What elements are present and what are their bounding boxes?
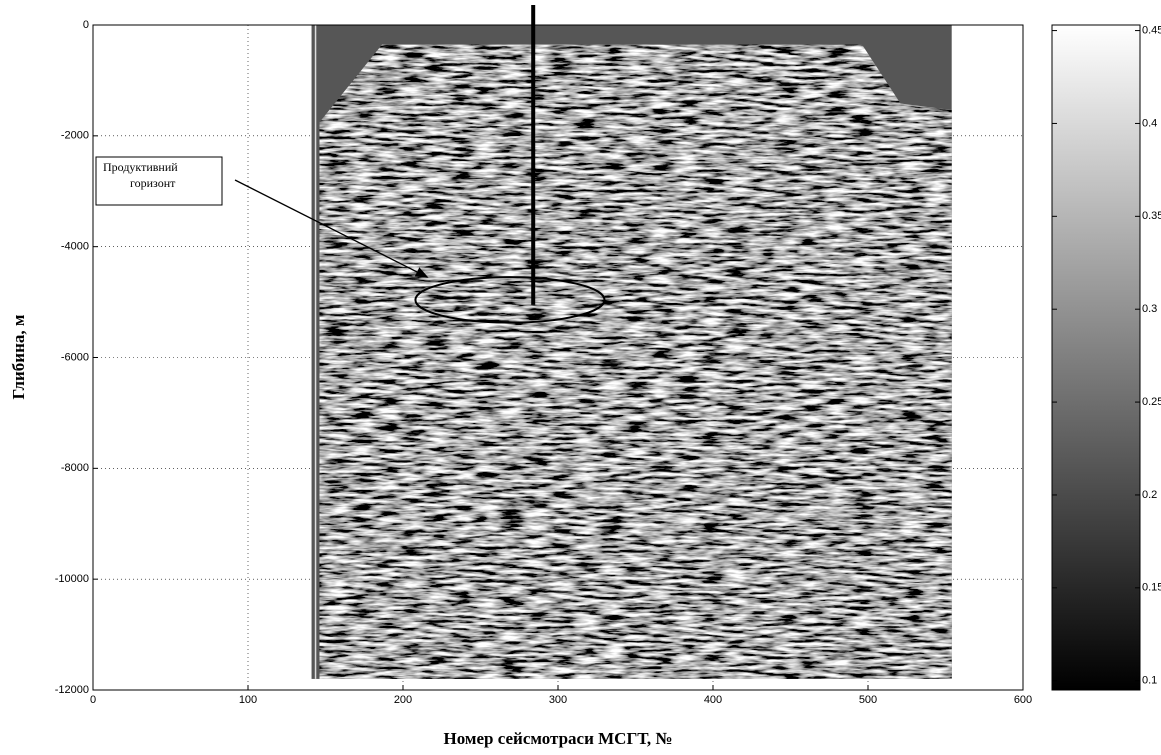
colorbar-tick-label: 0.2: [1142, 489, 1157, 501]
seismic-texture: [319, 44, 952, 679]
y-tick-label: -4000: [61, 241, 89, 253]
annotation-box: [95, 156, 223, 206]
colorbar-tick-label: 0.45: [1142, 24, 1161, 36]
x-axis-title: Номер сейсмотраси МСГТ, №: [444, 729, 673, 748]
y-tick-label: -6000: [61, 351, 89, 363]
x-tick-label: 600: [1014, 694, 1032, 706]
colorbar: [1051, 24, 1141, 691]
x-tick-label: 400: [704, 694, 722, 706]
colorbar-tick-label: 0.35: [1142, 210, 1161, 222]
target-ellipse: [414, 276, 606, 324]
colorbar-tick-label: 0.15: [1142, 582, 1161, 594]
y-tick-label: -10000: [55, 573, 89, 585]
y-tick-label: 0: [83, 19, 89, 31]
colorbar-tick-label: 0.1: [1142, 675, 1157, 687]
x-tick-label: 100: [239, 694, 257, 706]
y-tick-label: -12000: [55, 684, 89, 696]
y-axis-title: Глибина, м: [9, 314, 28, 399]
colorbar-tick-label: 0.4: [1142, 117, 1157, 129]
annotation-text: горизонт: [130, 176, 176, 190]
annotation-arrow: [234, 179, 429, 278]
x-tick-label: 200: [394, 694, 412, 706]
y-tick-label: -8000: [61, 462, 89, 474]
y-tick-label: -2000: [61, 130, 89, 142]
colorbar-tick-label: 0.3: [1142, 303, 1157, 315]
x-tick-label: 300: [549, 694, 567, 706]
x-tick-label: 0: [90, 694, 96, 706]
colorbar-tick-label: 0.25: [1142, 396, 1161, 408]
annotation-text: Продуктивний: [103, 160, 178, 174]
x-tick-label: 500: [859, 694, 877, 706]
